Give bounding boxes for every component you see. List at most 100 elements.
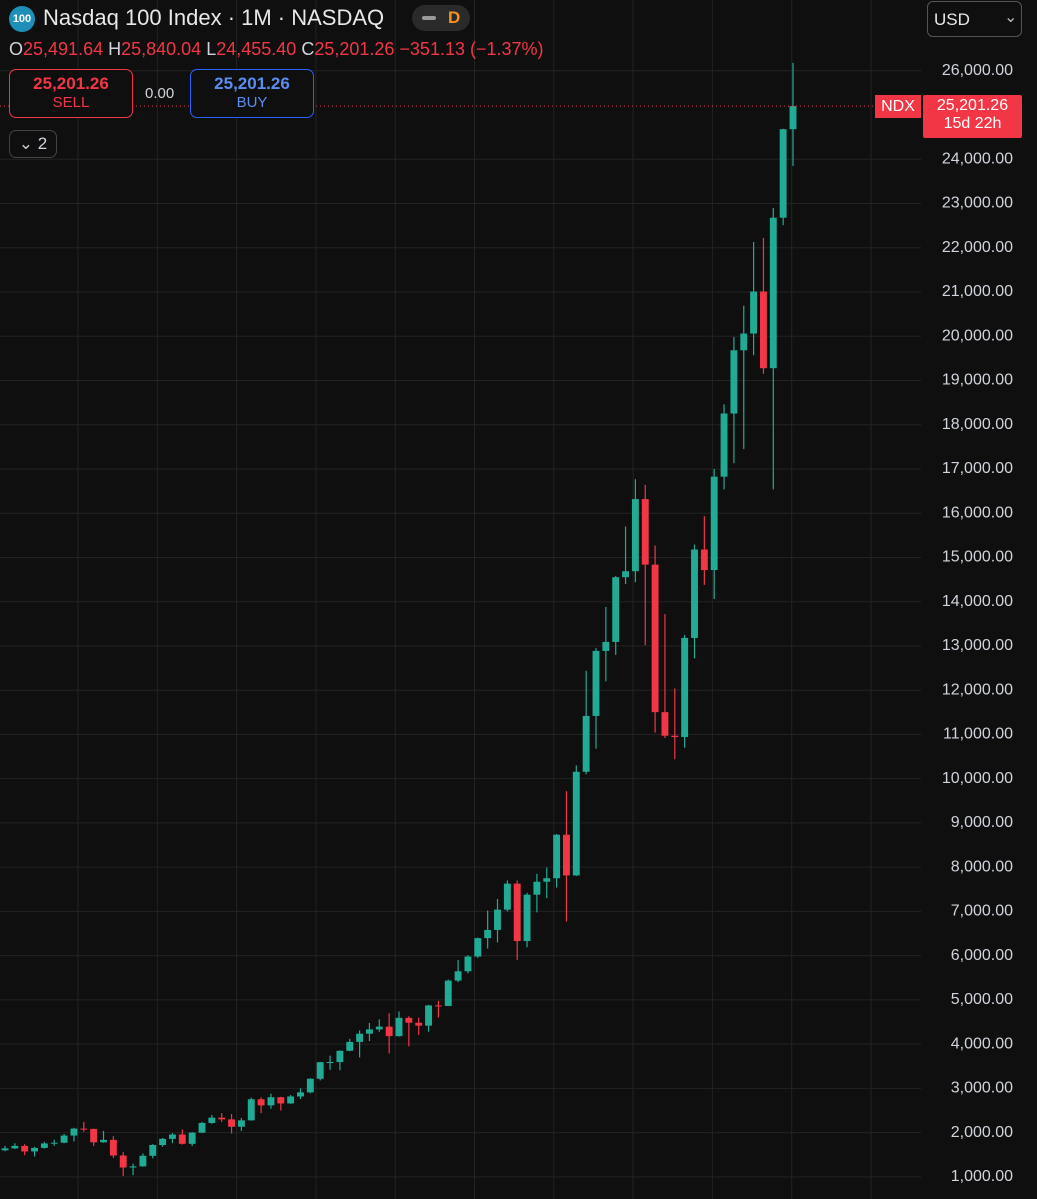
candle-body <box>434 1005 442 1007</box>
delay-badge: D <box>448 8 461 27</box>
candle-body <box>503 883 511 910</box>
candle-body <box>267 1097 275 1106</box>
candle-body <box>425 1005 432 1026</box>
candle-body <box>80 1128 88 1130</box>
candle-body <box>109 1139 117 1156</box>
ohlc-key: O <box>9 39 24 59</box>
y-tick-label: 23,000.00 <box>942 195 1013 212</box>
candle-body <box>523 894 531 942</box>
candle-body <box>306 1078 314 1093</box>
candle-body <box>119 1155 127 1168</box>
y-tick-label: 4,000.00 <box>951 1035 1013 1052</box>
currency-label: USD <box>934 10 970 29</box>
candle-body <box>474 938 482 957</box>
indicator-count: 2 <box>37 134 48 153</box>
sell-price: 25,201.26 <box>33 74 109 93</box>
candle-body <box>50 1142 58 1144</box>
buy-button[interactable]: 25,201.26 BUY <box>190 69 314 118</box>
candle-body <box>356 1033 364 1042</box>
y-tick-label: 20,000.00 <box>942 327 1013 344</box>
candle-body <box>563 834 570 876</box>
status-pill[interactable]: D <box>412 5 470 31</box>
y-tick-label: 15,000.00 <box>942 549 1013 566</box>
candle-body <box>464 956 472 972</box>
ohlc-value: 24,455.40 <box>216 39 297 59</box>
y-tick-label: 13,000.00 <box>942 637 1013 654</box>
candle-body <box>681 637 689 738</box>
y-tick-label: 6,000.00 <box>951 947 1013 964</box>
candle-body <box>769 217 777 369</box>
price-badge: 25,201.26 15d 22h <box>923 94 1022 138</box>
sell-label: SELL <box>52 94 90 111</box>
y-tick-label: 24,000.00 <box>942 150 1013 167</box>
spread: 0.00 <box>145 85 175 102</box>
candle-body <box>336 1050 344 1063</box>
candle-body <box>218 1117 226 1120</box>
candle-body <box>129 1166 137 1168</box>
candle-body <box>405 1017 413 1023</box>
candle-body <box>444 980 452 1006</box>
candle-body <box>572 771 580 876</box>
y-tick-label: 22,000.00 <box>942 239 1013 256</box>
y-tick-label: 7,000.00 <box>951 903 1013 920</box>
price-badge-value: 25,201.26 <box>936 96 1009 114</box>
y-tick-label: 18,000.00 <box>942 416 1013 433</box>
y-tick-label: 1,000.00 <box>951 1168 1013 1185</box>
candle-body <box>316 1062 324 1079</box>
candle-body <box>592 650 600 716</box>
candle-body <box>641 499 649 565</box>
candle-body <box>31 1147 38 1152</box>
ohlc-key: L <box>206 39 217 59</box>
candle-body <box>169 1134 176 1139</box>
candle-body <box>11 1145 19 1149</box>
candle-body <box>70 1128 78 1136</box>
y-tick-label: 2,000.00 <box>951 1124 1013 1141</box>
chevron: ⌄ <box>18 134 38 153</box>
candle-body <box>375 1026 383 1030</box>
y-tick-label: 11,000.00 <box>943 726 1013 743</box>
y-tick-label: 16,000.00 <box>942 504 1013 521</box>
candle-body <box>533 881 541 895</box>
ohlc-value: 25,840.04 <box>121 39 202 59</box>
y-tick-label: 5,000.00 <box>951 991 1013 1008</box>
candle-body <box>178 1134 186 1144</box>
ohlc-key: H <box>108 39 122 59</box>
candle-body <box>326 1062 334 1064</box>
candle-body <box>631 499 639 572</box>
candle-body <box>710 476 718 571</box>
y-tick-label: 26,000.00 <box>942 62 1013 79</box>
symbol-icon: 100 <box>9 6 35 32</box>
candle-body <box>700 549 708 571</box>
candle-body <box>257 1099 265 1106</box>
candle-body <box>651 564 659 713</box>
candle-body <box>21 1145 29 1152</box>
candle-body <box>750 291 758 334</box>
candle-body <box>622 571 629 578</box>
candle-body <box>277 1097 285 1104</box>
candle-body <box>691 549 698 638</box>
candle-body <box>454 971 462 981</box>
candle-body <box>346 1041 354 1051</box>
ohlc-value: 25,491.64 <box>23 39 104 59</box>
sell-button[interactable]: 25,201.26 SELL <box>9 69 133 118</box>
candle-body <box>661 712 669 736</box>
candle-body <box>287 1096 295 1104</box>
symbol-title[interactable]: Nasdaq 100 Index · 1M · NASDAQ <box>43 5 385 30</box>
candle-body <box>60 1135 68 1143</box>
indicator-toggle[interactable]: ⌄ 2 <box>9 130 57 158</box>
candle-body <box>789 106 797 130</box>
candle-body <box>612 577 620 642</box>
ticker-badge: NDX <box>875 94 921 118</box>
candle-body <box>188 1132 196 1144</box>
candle-body <box>366 1029 373 1034</box>
candle-body <box>40 1143 48 1148</box>
currency-select[interactable]: USD ⌄ <box>927 1 1022 37</box>
candle-body <box>494 909 501 930</box>
candle-body <box>740 333 748 351</box>
candle-body <box>553 834 561 879</box>
candle-body <box>237 1120 245 1127</box>
ohlc-key: C <box>301 39 315 59</box>
countdown: 15d 22h <box>943 114 1002 132</box>
chevron: ⌄ <box>1004 9 1018 26</box>
